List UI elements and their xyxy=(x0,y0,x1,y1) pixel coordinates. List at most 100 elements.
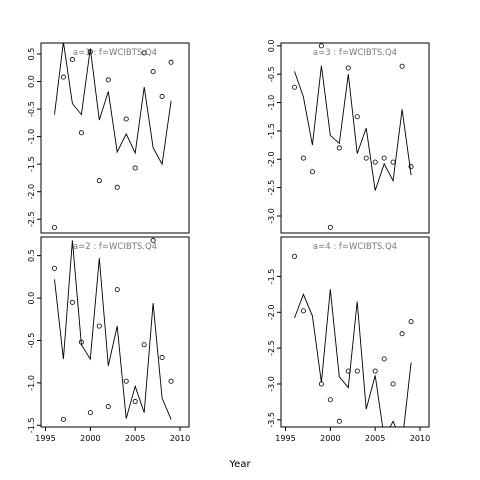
observation-point xyxy=(345,65,351,71)
observation-point xyxy=(309,169,315,175)
observation-point xyxy=(168,378,174,384)
observation-point xyxy=(318,43,324,49)
panel-frame xyxy=(40,236,190,428)
observation-point xyxy=(354,114,360,120)
panel-4: a=4 : f=WCIBTS.Q4 -3.5 -3.0 -2.5 -2.0 -1.5 199… xyxy=(267,236,430,443)
y-tick-label: -3.0 xyxy=(267,208,276,224)
panel-1: a=1 : f=WCIBTS.Q4 -2.5 -2.0 -1.5 -1.0 -0.5 0.0… xyxy=(27,42,190,234)
observation-point xyxy=(390,159,396,165)
y-tick-label: -1.0 xyxy=(27,129,36,145)
y-tick-label: 0.5 xyxy=(27,249,36,262)
observation-point xyxy=(310,436,314,440)
observation-point xyxy=(132,165,138,171)
observation-point xyxy=(78,339,84,345)
observation-point xyxy=(51,224,57,230)
panel-label: a=2 : f=WCIBTS.Q4 xyxy=(73,242,157,252)
observation-point xyxy=(327,397,333,403)
y-tick-label: -2.0 xyxy=(267,151,276,167)
y-tick-label: -0.5 xyxy=(27,333,36,349)
panel-frame xyxy=(280,42,430,234)
observation-point xyxy=(114,287,120,293)
panel-frame xyxy=(40,42,190,234)
y-tick-label: -0.5 xyxy=(267,66,276,82)
observation-point xyxy=(300,155,306,161)
observation-point xyxy=(159,93,165,99)
observation-point xyxy=(69,57,75,63)
observation-point xyxy=(291,84,297,90)
y-tick-label: -1.5 xyxy=(27,156,36,172)
observation-point xyxy=(372,368,378,374)
fitted-line xyxy=(54,240,172,420)
panel-frame xyxy=(280,236,430,428)
panel-label: a=3 : f=WCIBTS.Q4 xyxy=(313,48,397,58)
observation-point xyxy=(408,319,414,325)
observation-point xyxy=(141,50,147,56)
observation-point xyxy=(372,159,378,165)
observation-point xyxy=(60,416,66,422)
observation-point xyxy=(60,74,66,80)
y-tick-label: 0.0 xyxy=(27,292,36,305)
x-axis-title: Year xyxy=(228,459,251,470)
observation-point xyxy=(96,178,102,184)
observation-point xyxy=(114,184,120,190)
panel-label: a=1 : f=WCIBTS.Q4 xyxy=(73,48,157,58)
y-tick-label: -2.5 xyxy=(27,211,36,227)
x-tick-label: 2010 xyxy=(410,434,430,443)
observation-point xyxy=(78,130,84,136)
observation-point xyxy=(408,164,414,170)
observation-point xyxy=(318,381,324,387)
y-tick-label: -1.0 xyxy=(27,375,36,391)
observation-point xyxy=(123,116,129,122)
fitted-line xyxy=(294,289,412,427)
x-tick-label: 1995 xyxy=(275,434,295,443)
y-tick-label: -2.5 xyxy=(267,340,276,356)
x-tick-label: 2005 xyxy=(365,434,385,443)
observation-point xyxy=(336,418,342,424)
y-tick-label: -1.0 xyxy=(267,95,276,111)
y-tick-label: -1.5 xyxy=(267,269,276,285)
observation-point xyxy=(150,69,156,75)
panel-2: a=2 : f=WCIBTS.Q4 -1.5 -1.0 -0.5 0.0 0.5 1995 2… xyxy=(27,236,190,443)
observation-point xyxy=(150,237,156,243)
observation-point xyxy=(336,145,342,151)
y-tick-label: 0.0 xyxy=(27,75,36,88)
observation-point xyxy=(105,77,111,83)
observation-point xyxy=(123,378,129,384)
x-tick-label: 2000 xyxy=(80,434,100,443)
observation-point xyxy=(168,59,174,65)
x-tick-label: 2000 xyxy=(320,434,340,443)
observation-point xyxy=(354,368,360,374)
x-tick-label: 2010 xyxy=(170,434,190,443)
x-tick-label: 2005 xyxy=(125,434,145,443)
observation-point xyxy=(105,404,111,410)
observation-point xyxy=(159,354,165,360)
panel-label: a=4 : f=WCIBTS.Q4 xyxy=(313,242,397,252)
y-tick-label: -2.0 xyxy=(267,304,276,320)
observation-point xyxy=(96,323,102,329)
observation-point xyxy=(381,356,387,362)
y-tick-label: 0.5 xyxy=(27,48,36,61)
observation-point xyxy=(300,308,306,314)
observation-point xyxy=(345,368,351,374)
y-tick-label: -2.5 xyxy=(267,180,276,196)
observation-point xyxy=(87,410,93,416)
y-tick-label: -3.0 xyxy=(267,376,276,392)
fitted-line xyxy=(54,43,172,166)
fitted-line xyxy=(294,65,412,191)
observation-point xyxy=(51,265,57,271)
observation-point xyxy=(381,155,387,161)
y-tick-label: 0.0 xyxy=(267,39,276,52)
panel-3: a=3 : f=WCIBTS.Q4 -3.0 -2.5 -2.0 -1.5 -1.0 -0.… xyxy=(267,39,430,234)
observation-point xyxy=(399,331,405,337)
observation-point xyxy=(132,399,138,405)
y-tick-label: -1.5 xyxy=(267,123,276,139)
x-tick-label: 1995 xyxy=(35,434,55,443)
observation-point xyxy=(69,299,75,305)
observation-point xyxy=(87,49,93,55)
observation-point xyxy=(141,342,147,348)
y-tick-label: -3.5 xyxy=(267,412,276,428)
observation-point xyxy=(399,63,405,69)
observation-point xyxy=(363,155,369,161)
y-tick-label: -1.5 xyxy=(27,417,36,433)
